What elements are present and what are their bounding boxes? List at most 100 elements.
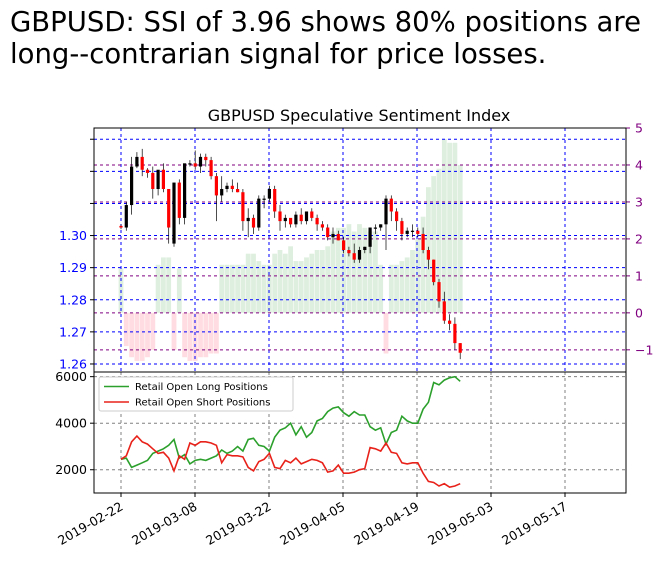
date-tick-label: 2019-05-03 <box>425 499 495 548</box>
ssi-bar <box>123 312 129 347</box>
candle-body <box>294 214 298 225</box>
candle-body <box>453 323 457 344</box>
candle-body <box>442 301 446 321</box>
date-tick-label: 2019-04-19 <box>351 499 421 548</box>
ssi-bar <box>166 257 172 313</box>
ssi-bar <box>394 264 399 313</box>
candle-body <box>315 217 319 225</box>
candle-body <box>342 240 346 250</box>
ssi-bar <box>203 312 209 358</box>
candle-body <box>236 189 240 193</box>
ssi-bar <box>192 312 198 361</box>
candle-body <box>130 166 134 206</box>
legend: Retail Open Long Positions Retail Open S… <box>98 376 294 412</box>
candle-body <box>410 230 415 232</box>
ssi-bar <box>431 176 437 313</box>
ssi-bar <box>145 312 150 358</box>
candle-body <box>278 211 282 222</box>
candle-body <box>156 169 160 189</box>
ssi-bar <box>208 312 214 354</box>
candle-body <box>379 224 383 228</box>
candle-body <box>167 189 171 228</box>
legend-long-label: Retail Open Long Positions <box>135 382 268 393</box>
ssi-bar <box>410 250 415 313</box>
ssi-bar <box>309 253 315 313</box>
ssi-bar <box>447 142 452 313</box>
ssi-bar <box>335 227 341 313</box>
ssi-bar <box>351 231 357 313</box>
ssi-bar <box>420 216 426 313</box>
ssi-bar <box>282 253 288 313</box>
ssi-bar <box>198 312 203 358</box>
positions-panel-frame <box>93 371 627 494</box>
candle-body <box>145 169 150 173</box>
candle-body <box>140 156 144 170</box>
count-tick-label: 6000 <box>55 369 87 384</box>
candle-body <box>357 250 362 260</box>
candle-body <box>405 230 409 234</box>
candle-body <box>363 246 367 250</box>
candle-body <box>320 224 324 228</box>
candle-body <box>395 211 399 222</box>
ssi-bar <box>378 264 384 313</box>
ssi-bar <box>320 250 325 313</box>
candle-body <box>299 214 303 222</box>
candle-body <box>310 211 314 218</box>
candle-body <box>246 217 250 222</box>
ssi-bar <box>346 224 352 313</box>
ssi-bar <box>314 250 320 313</box>
ssi-bar <box>404 257 410 313</box>
ssi-tick-label: 4 <box>635 157 643 172</box>
candle-body <box>241 192 245 222</box>
ssi-bar <box>229 264 235 313</box>
candle-body <box>373 227 377 229</box>
candle-body <box>389 198 393 212</box>
count-tick-label: 2000 <box>55 462 87 477</box>
ssi-bar <box>139 312 145 361</box>
ssi-bar <box>357 224 362 313</box>
candle-body <box>135 156 139 167</box>
ssi-bar <box>150 312 156 350</box>
ssi-bar <box>187 312 193 361</box>
headline: GBPUSD: SSI of 3.96 shows 80% positions … <box>10 6 641 70</box>
ssi-bar <box>362 227 368 313</box>
count-tick-label: 4000 <box>55 416 87 431</box>
candle-body <box>458 343 462 353</box>
candle-body <box>119 225 123 228</box>
candle-body <box>273 189 277 212</box>
date-tick-label: 2019-03-08 <box>129 499 199 548</box>
ssi-tick-label: 0 <box>635 305 643 320</box>
date-tick-label: 2019-05-17 <box>499 499 569 548</box>
candle-body <box>225 185 229 189</box>
candle-body <box>283 217 287 222</box>
candle-body <box>384 198 388 225</box>
ssi-bar <box>256 261 262 313</box>
ssi-bar <box>240 264 246 313</box>
ssi-bar <box>134 312 140 361</box>
ssi-bar <box>304 257 309 313</box>
price-tick-label: 1.26 <box>59 356 87 371</box>
ssi-bar <box>251 253 256 313</box>
ssi-bar <box>214 312 219 354</box>
candle-body <box>251 217 256 228</box>
ssi-tick-label: 1 <box>635 268 643 283</box>
ssi-tick-label: −1 <box>635 342 653 357</box>
long-positions-line <box>120 375 461 469</box>
ssi-tick-label: 3 <box>635 194 643 209</box>
ssi-bar <box>388 264 394 313</box>
candle-body <box>151 172 155 189</box>
ssi-bar <box>415 238 421 313</box>
candle-body <box>204 156 208 161</box>
legend-box <box>98 376 294 412</box>
ssi-bar <box>383 312 389 354</box>
ssi-bar <box>341 227 346 313</box>
date-tick-label: 2019-03-22 <box>203 499 273 548</box>
ssi-bar <box>267 264 272 313</box>
ssi-bar <box>277 250 283 313</box>
ssi-bar <box>129 312 134 358</box>
price-ssi-panel: 1.26 1.27 1.28 1.29 1.30 −1 0 1 2 3 4 5 <box>59 121 653 373</box>
candle-body <box>304 211 309 222</box>
candle-body <box>198 156 203 167</box>
candle-body <box>352 253 356 260</box>
